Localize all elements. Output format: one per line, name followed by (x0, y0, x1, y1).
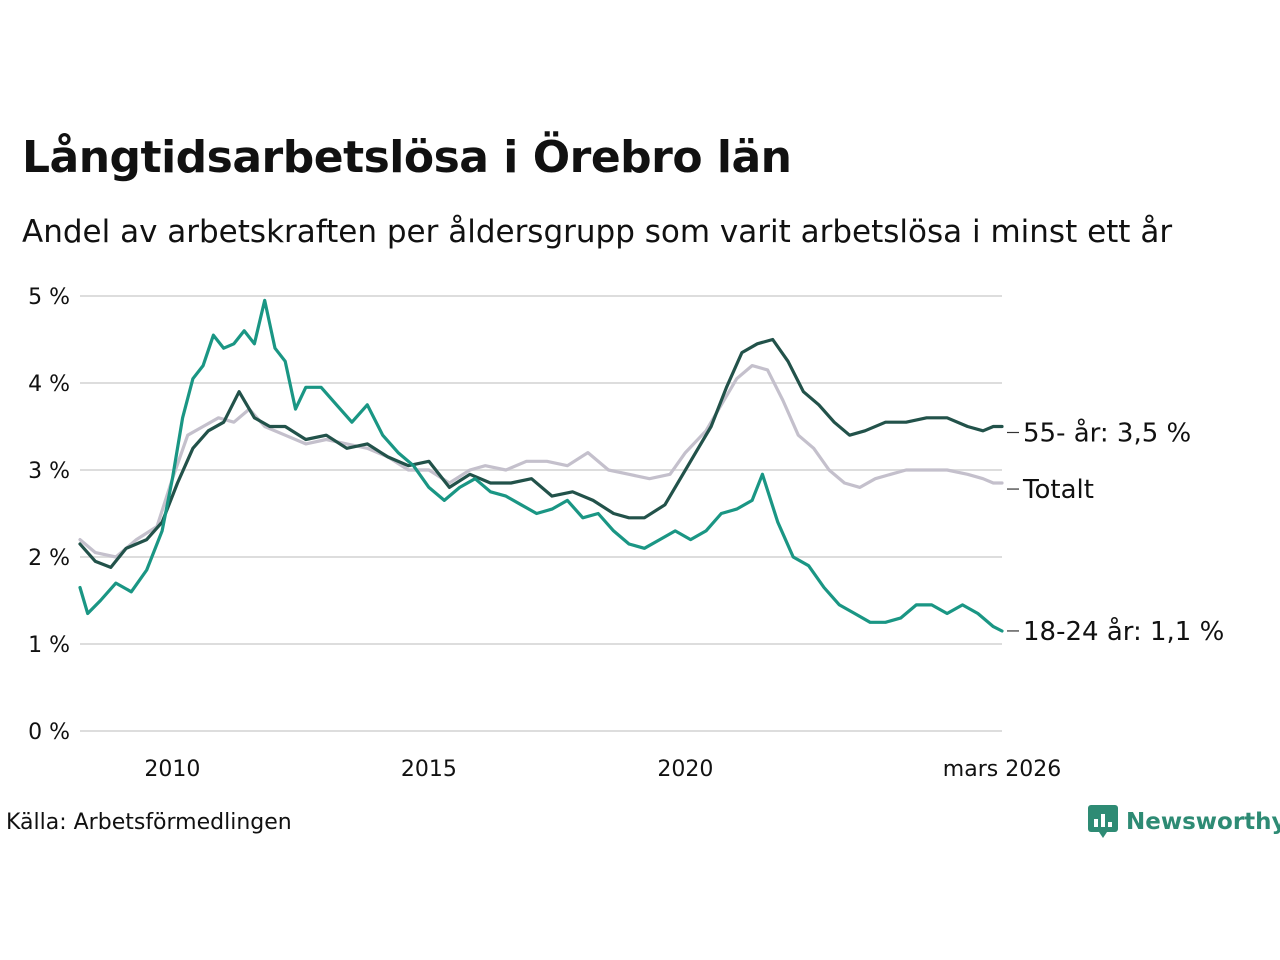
chart-subtitle: Andel av arbetskraften per åldersgrupp s… (22, 214, 1173, 250)
x-axis-ticks: 2010 2015 2020 mars 2026 (144, 757, 1061, 782)
x-tick-label: 2010 (144, 757, 200, 782)
series-line-18-24-r (78, 298, 1004, 633)
y-tick-label: 5 % (28, 285, 70, 310)
end-label-18-24-r: 18-24 år: 1,1 % (1023, 616, 1224, 647)
y-tick-label: 0 % (28, 720, 70, 745)
end-label-totalt: Totalt (1022, 475, 1094, 505)
y-tick-label: 1 % (28, 633, 70, 658)
y-tick-label: 3 % (28, 459, 70, 484)
newsworthy-logo-icon (1088, 805, 1118, 838)
series-lines (78, 298, 1004, 633)
series-line-55-r (78, 337, 1004, 569)
x-tick-label: mars 2026 (943, 757, 1061, 782)
newsworthy-logo: Newsworthy (1088, 804, 1280, 840)
y-axis-ticks: 0 % 1 % 2 % 3 % 4 % 5 % (28, 285, 70, 745)
series-end-labels: Totalt 55- år: 3,5 % 18-24 år: 1,1 % (1007, 418, 1224, 647)
y-tick-label: 2 % (28, 546, 70, 571)
chart-title: Långtidsarbetslösa i Örebro län (22, 132, 792, 183)
end-label-55-r: 55- år: 3,5 % (1023, 418, 1191, 449)
x-tick-label: 2015 (401, 757, 457, 782)
series-line-totalt (78, 364, 1004, 559)
y-tick-label: 4 % (28, 372, 70, 397)
newsworthy-logo-text: Newsworthy (1126, 809, 1280, 835)
gridlines (80, 295, 1002, 732)
x-tick-label: 2020 (657, 757, 713, 782)
source-note: Källa: Arbetsförmedlingen (6, 810, 292, 835)
